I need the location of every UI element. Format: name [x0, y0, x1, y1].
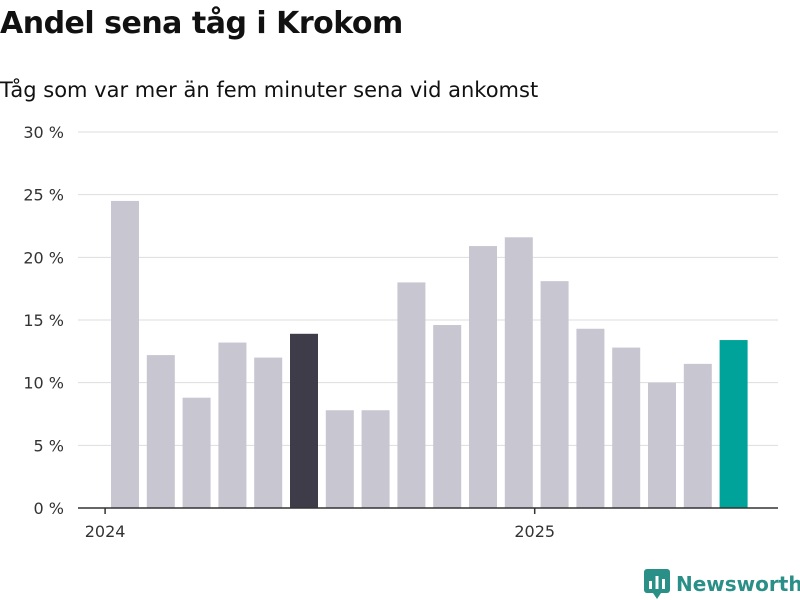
y-axis-ticks: 0 % 5 % 10 % 15 % 20 % 25 % 30 %: [23, 123, 64, 518]
bar-2024-11: [469, 246, 497, 508]
bar-2024-07: [325, 410, 354, 508]
bar-chart: 0 % 5 % 10 % 15 % 20 % 25 % 30 % 2024 2025: [23, 123, 778, 541]
bar-2025-02: [576, 328, 605, 508]
y-tick-label: 5 %: [34, 436, 64, 455]
bar-2024-12: [504, 237, 533, 508]
y-tick-label: 30 %: [23, 123, 64, 142]
bars: [111, 200, 748, 508]
bar-2024-01: [111, 200, 139, 508]
bar-2025-01: [540, 281, 569, 508]
newsworthy-bar-chart-icon: [644, 569, 670, 599]
x-axis: 2024 2025: [78, 507, 778, 541]
bar-2024-06: [290, 333, 318, 508]
x-tick-label: 2025: [514, 522, 555, 541]
bar-2025-06: [719, 340, 748, 508]
x-tick-label: 2024: [85, 522, 126, 541]
bar-2024-05: [254, 357, 283, 508]
y-tick-label: 10 %: [23, 374, 64, 393]
y-tick-label: 0 %: [34, 499, 64, 518]
bar-2025-05: [683, 363, 712, 508]
bar-2024-08: [361, 410, 390, 508]
newsworthy-logo: Newsworthy: [644, 569, 800, 599]
chart-subtitle: Tåg som var mer än fem minuter sena vid …: [0, 78, 539, 102]
chart-title: Andel sena tåg i Krokom: [0, 6, 403, 41]
bar-2024-03: [182, 397, 211, 508]
bar-2025-04: [648, 382, 676, 508]
bar-2025-03: [612, 347, 641, 508]
y-tick-label: 20 %: [23, 248, 64, 267]
bar-2024-09: [397, 282, 426, 508]
bar-2024-02: [146, 355, 175, 508]
bar-2024-04: [218, 342, 247, 508]
brand-name: Newsworthy: [676, 572, 800, 596]
y-tick-label: 25 %: [23, 186, 64, 205]
bar-2024-10: [433, 325, 462, 508]
y-tick-label: 15 %: [23, 311, 64, 330]
